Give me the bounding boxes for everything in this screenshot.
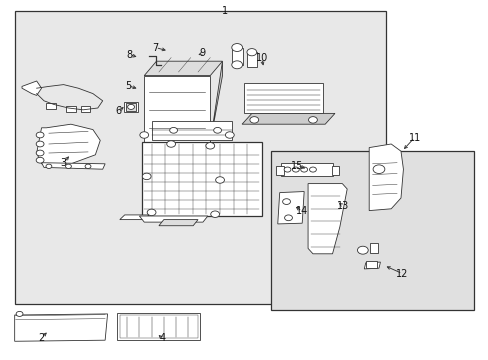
Text: 13: 13 <box>336 201 349 211</box>
Text: 5: 5 <box>125 81 131 91</box>
Text: 3: 3 <box>61 158 66 168</box>
Circle shape <box>36 157 44 163</box>
Circle shape <box>231 44 242 51</box>
Bar <box>246 52 256 67</box>
Polygon shape <box>244 83 322 113</box>
Bar <box>124 102 138 112</box>
Circle shape <box>46 164 52 168</box>
Circle shape <box>127 104 134 109</box>
Bar <box>276 166 283 175</box>
Polygon shape <box>210 61 222 142</box>
Circle shape <box>249 117 258 123</box>
Polygon shape <box>277 192 304 224</box>
Text: 14: 14 <box>295 206 308 216</box>
Polygon shape <box>144 76 210 142</box>
Circle shape <box>142 173 151 180</box>
Circle shape <box>357 246 367 254</box>
Circle shape <box>231 61 242 69</box>
Bar <box>126 103 136 111</box>
Bar <box>81 106 90 112</box>
Text: 8: 8 <box>126 50 132 60</box>
Circle shape <box>372 165 384 174</box>
Bar <box>46 103 56 109</box>
Text: 10: 10 <box>255 53 267 63</box>
Circle shape <box>85 164 91 168</box>
Circle shape <box>36 141 44 147</box>
Bar <box>331 166 338 175</box>
Circle shape <box>246 49 256 56</box>
Text: 1: 1 <box>222 6 227 16</box>
Circle shape <box>213 127 221 133</box>
Polygon shape <box>144 61 222 76</box>
Bar <box>232 48 243 65</box>
Circle shape <box>140 132 148 138</box>
Bar <box>369 243 378 253</box>
Bar <box>117 313 200 340</box>
Text: 7: 7 <box>152 42 158 53</box>
Polygon shape <box>159 220 198 226</box>
Circle shape <box>225 132 234 138</box>
Circle shape <box>65 164 71 168</box>
Polygon shape <box>364 262 380 269</box>
Circle shape <box>169 127 177 133</box>
Bar <box>66 106 76 112</box>
Circle shape <box>36 132 44 138</box>
Polygon shape <box>139 216 207 222</box>
Polygon shape <box>242 113 334 124</box>
Text: 6: 6 <box>115 106 121 116</box>
Circle shape <box>284 167 290 172</box>
Bar <box>120 315 198 338</box>
Circle shape <box>292 167 299 172</box>
Circle shape <box>147 209 156 216</box>
Polygon shape <box>37 124 100 164</box>
Bar <box>271 151 473 310</box>
Circle shape <box>215 177 224 183</box>
Bar <box>365 261 376 268</box>
Bar <box>15 11 386 304</box>
Circle shape <box>282 199 290 204</box>
Bar <box>151 121 232 140</box>
Polygon shape <box>15 314 107 341</box>
Polygon shape <box>41 163 105 169</box>
Polygon shape <box>368 144 403 211</box>
Bar <box>281 163 332 176</box>
Text: 12: 12 <box>395 269 408 279</box>
Bar <box>142 142 261 216</box>
Circle shape <box>309 167 316 172</box>
Circle shape <box>16 311 23 316</box>
Text: 11: 11 <box>407 132 420 143</box>
Circle shape <box>308 117 317 123</box>
Polygon shape <box>120 215 149 220</box>
Polygon shape <box>22 81 41 95</box>
Circle shape <box>166 141 175 147</box>
Circle shape <box>205 143 214 149</box>
Text: 4: 4 <box>159 333 165 343</box>
Circle shape <box>300 167 307 172</box>
Circle shape <box>36 150 44 156</box>
Text: 9: 9 <box>200 48 205 58</box>
Circle shape <box>210 211 219 217</box>
Circle shape <box>284 215 292 221</box>
Text: 15: 15 <box>290 161 303 171</box>
Text: 2: 2 <box>39 333 44 343</box>
Polygon shape <box>307 184 346 254</box>
